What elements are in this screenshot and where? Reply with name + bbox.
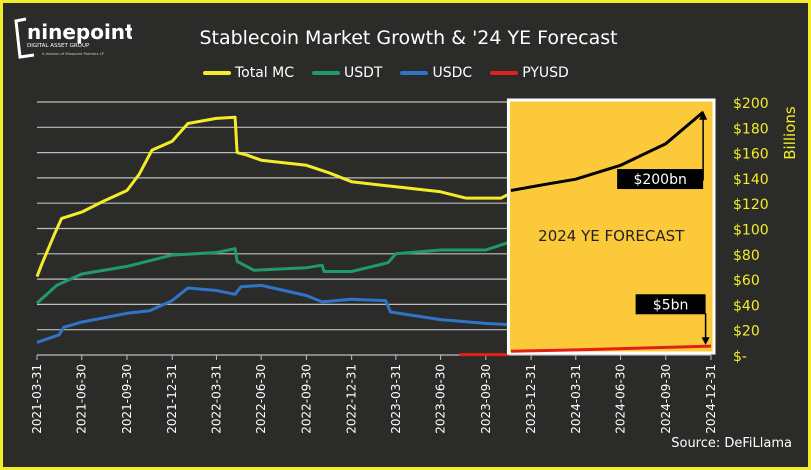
x-tick-label: 2022-03-31 xyxy=(209,364,223,434)
legend-item: Total MC xyxy=(203,65,294,81)
x-tick-label: 2021-03-31 xyxy=(30,364,44,434)
svg-text:A division of Ninepoint Partne: A division of Ninepoint Partners LP xyxy=(42,52,105,56)
legend-label: PYUSD xyxy=(522,65,569,81)
y-tick-label: $- xyxy=(733,349,747,365)
y-tick-label: $160 xyxy=(733,147,769,163)
legend-swatch xyxy=(312,71,341,75)
svg-text:ninepoint: ninepoint xyxy=(27,20,132,44)
legend-label: USDC xyxy=(432,65,473,81)
x-tick-label: 2022-06-30 xyxy=(254,364,268,434)
series-line-total-mc xyxy=(35,115,510,278)
ninepoint-logo: ninepoint DIGITAL ASSET GROUP A division… xyxy=(14,17,132,59)
y-tick-label: $40 xyxy=(733,298,760,314)
x-tick-label: 2024-09-30 xyxy=(659,364,673,434)
x-tick-label: 2024-06-30 xyxy=(614,364,628,434)
series-line-usdt xyxy=(35,240,509,305)
forecast-total-line xyxy=(510,110,705,192)
chart-title: Stablecoin Market Growth & '24 YE Foreca… xyxy=(199,27,618,49)
y-tick-label: $140 xyxy=(733,172,769,188)
y-axis-label: Billions xyxy=(781,106,799,160)
x-tick-label: 2021-06-30 xyxy=(75,364,89,434)
legend: Total MC USDT USDC PYUSD xyxy=(203,65,569,81)
plot-area: $- $20 $40 $60 $80 $100 $120 $140 $160 $180 $200 Bi… xyxy=(30,96,799,434)
svg-text:DIGITAL ASSET GROUP: DIGITAL ASSET GROUP xyxy=(27,43,90,49)
x-tick-label: 2023-06-30 xyxy=(434,364,448,434)
y-tick-label: $20 xyxy=(733,324,760,340)
x-tick-label: 2024-03-31 xyxy=(569,364,583,434)
x-tick-label: 2023-09-30 xyxy=(479,364,493,434)
x-tick-label: 2024-12-31 xyxy=(704,364,718,434)
forecast-label: 2024 YE FORECAST xyxy=(538,227,685,245)
y-tick-label: $200 xyxy=(733,96,769,112)
annotation-5bn-box xyxy=(635,294,706,315)
legend-swatch xyxy=(490,71,519,75)
legend-swatch xyxy=(203,71,231,75)
y-tick-label: $120 xyxy=(733,197,769,213)
arrowhead-5bn xyxy=(701,337,710,345)
y-tick-label: $180 xyxy=(733,121,769,137)
series-line-usdc xyxy=(36,283,509,344)
annotation-200bn-box xyxy=(617,169,704,190)
annotation-200bn: $200bn xyxy=(633,172,686,188)
legend-item: USDT xyxy=(312,65,382,81)
x-tick-label: 2022-09-30 xyxy=(299,364,313,434)
arrowhead-200bn xyxy=(699,110,708,120)
x-tick-label: 2021-09-30 xyxy=(120,364,134,434)
annotation-5bn: $5bn xyxy=(653,297,689,313)
legend-item: PYUSD xyxy=(490,65,569,81)
source-note: Source: DeFiLlama xyxy=(671,436,792,451)
y-tick-label: $100 xyxy=(733,223,769,239)
y-tick-label: $60 xyxy=(733,273,760,289)
x-tick-label: 2023-12-31 xyxy=(524,364,538,434)
y-tick-label: $80 xyxy=(733,248,760,264)
x-tick-label: 2023-03-31 xyxy=(389,364,403,434)
legend-label: Total MC xyxy=(235,65,295,81)
legend-label: USDT xyxy=(344,65,383,81)
legend-item: USDC xyxy=(400,65,472,81)
x-tick-label: 2021-12-31 xyxy=(165,364,179,434)
x-tick-label: 2022-12-31 xyxy=(345,364,359,434)
legend-swatch xyxy=(400,71,429,75)
forecast-pyusd-line xyxy=(510,344,712,353)
